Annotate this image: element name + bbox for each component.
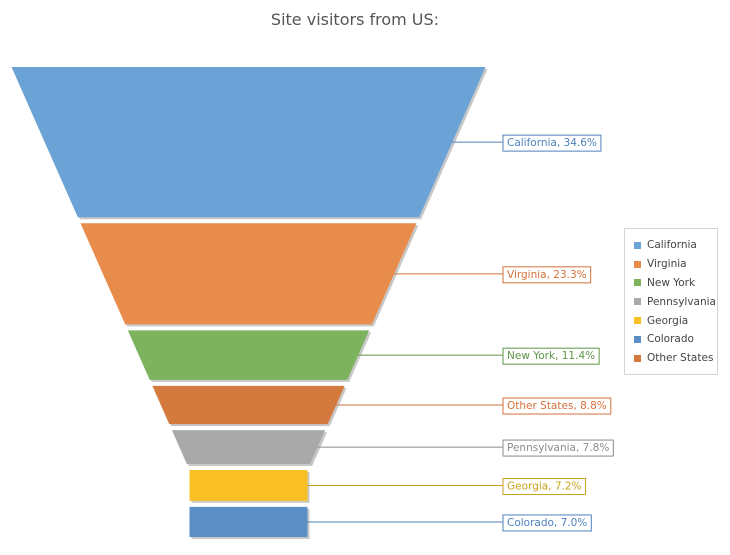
legend-label: New York: [647, 276, 696, 289]
funnel-segment-california[interactable]: [11, 67, 486, 218]
data-label-box-colorado: [502, 514, 592, 532]
funnel-segment-pennsylvania[interactable]: [171, 430, 326, 464]
legend-item-colorado[interactable]: Colorado: [634, 330, 717, 349]
data-label-box-new-york: [502, 347, 600, 365]
data-label-other-states: Other States, 8.8%: [507, 400, 607, 412]
data-label-colorado: Colorado, 7.0%: [507, 517, 587, 529]
funnel-segment-other-states[interactable]: [152, 385, 345, 425]
legend-swatch: [634, 298, 641, 306]
funnel-segment-virginia[interactable]: [80, 223, 417, 325]
legend-item-new-york[interactable]: New York: [634, 274, 717, 293]
legend-item-virginia[interactable]: Virginia: [634, 255, 717, 274]
legend-swatch: [634, 354, 641, 362]
data-label-box-georgia: [502, 477, 587, 495]
legend-item-other-states[interactable]: Other States: [634, 349, 717, 368]
data-label-california: California, 34.6%: [507, 137, 597, 149]
legend-item-georgia[interactable]: Georgia: [634, 311, 717, 330]
data-label-virginia: Virginia, 23.3%: [507, 269, 587, 281]
funnel-segment-colorado[interactable]: [189, 506, 308, 537]
legend-label: Virginia: [647, 258, 687, 271]
legend-swatch: [634, 241, 641, 249]
chart-title: Site visitors from US:: [270, 10, 440, 29]
legend-label: Colorado: [647, 333, 694, 346]
data-label-box-other-states: [502, 397, 612, 415]
legend-label: California: [647, 239, 697, 252]
data-label-box-california: [502, 134, 602, 152]
data-label-pennsylvania: Pennsylvania, 7.8%: [507, 442, 609, 454]
funnel-segment-georgia[interactable]: [189, 470, 308, 501]
legend: California Virginia New York Pennsylvania Ge…: [624, 228, 718, 375]
legend-swatch: [634, 335, 641, 343]
legend-label: Other States: [647, 352, 714, 365]
data-label-box-virginia: [502, 266, 592, 284]
funnel-segment-new-york[interactable]: [127, 330, 370, 380]
legend-label: Pennsylvania: [647, 295, 716, 308]
legend-swatch: [634, 279, 641, 287]
data-label-box-pennsylvania: [502, 439, 614, 457]
legend-swatch: [634, 317, 641, 325]
legend-swatch: [634, 260, 641, 268]
data-label-new-york: New York, 11.4%: [507, 350, 595, 362]
legend-label: Georgia: [647, 314, 689, 327]
legend-item-pennsylvania[interactable]: Pennsylvania: [634, 292, 717, 311]
legend-item-california[interactable]: California: [634, 236, 717, 255]
data-label-georgia: Georgia, 7.2%: [507, 480, 582, 492]
